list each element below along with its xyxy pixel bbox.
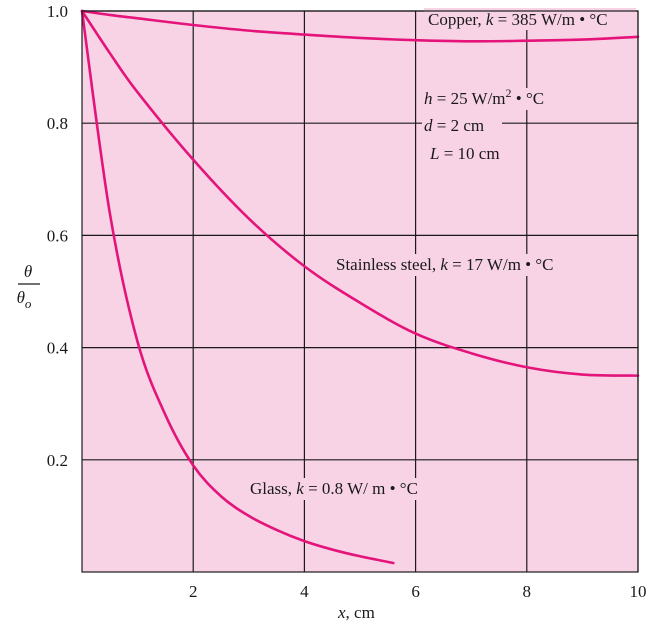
x-tick-label-6: 6 <box>411 582 420 601</box>
series-line-stainless-steel <box>80 9 640 377</box>
data-curves <box>80 9 640 565</box>
y-tick-label-0.6: 0.6 <box>47 226 68 245</box>
label-bg-L <box>422 143 522 163</box>
param-L: L = 10 cm <box>429 144 500 163</box>
label-bg-h <box>422 88 584 110</box>
label-glass: Glass, k = 0.8 W/ m • °C <box>250 479 418 498</box>
series-line-copper <box>80 9 640 43</box>
x-axis-label: x, cm <box>337 603 375 622</box>
label-bg-d <box>422 116 502 136</box>
x-tick-label-10: 10 <box>630 582 647 601</box>
x-tick-label-8: 8 <box>523 582 532 601</box>
y-axis-label-denominator: θo <box>17 288 32 311</box>
param-h: h = 25 W/m2 • °C <box>424 86 544 108</box>
label-bg-steel <box>334 254 616 276</box>
y-tick-label-0.8: 0.8 <box>47 114 68 133</box>
y-axis-label: θ θo <box>17 262 40 311</box>
plot-frame <box>81 10 639 573</box>
y-axis-label-numerator: θ <box>24 262 32 281</box>
x-tick-label-2: 2 <box>189 582 198 601</box>
label-copper: Copper, k = 385 W/m • °C <box>428 10 608 29</box>
label-bg-copper <box>424 8 636 30</box>
y-tick-label-0.4: 0.4 <box>47 339 69 358</box>
y-tick-labels: 0.2 0.4 0.6 0.8 1.0 <box>47 2 69 470</box>
y-tick-label-0.2: 0.2 <box>47 451 68 470</box>
x-tick-label-4: 4 <box>300 582 309 601</box>
label-bg-glass <box>248 478 468 500</box>
label-stainless-steel: Stainless steel, k = 17 W/m • °C <box>336 255 554 274</box>
x-tick-labels: 2 4 6 8 10 <box>189 582 647 601</box>
y-tick-label-1.0: 1.0 <box>47 2 68 21</box>
series-line-glass <box>80 9 395 565</box>
param-d: d = 2 cm <box>424 116 484 135</box>
